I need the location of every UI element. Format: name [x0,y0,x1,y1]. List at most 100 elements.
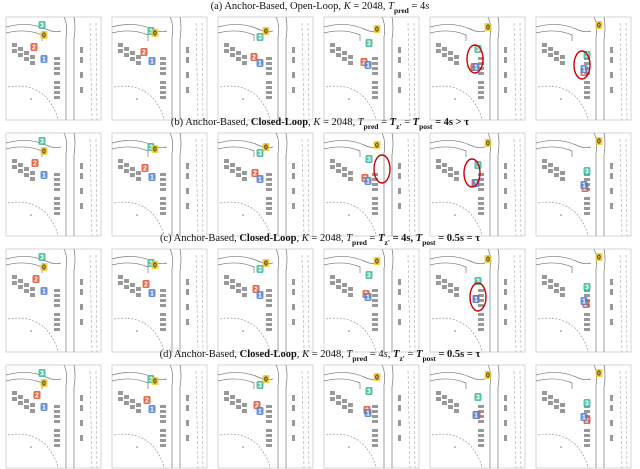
agent-box [30,43,38,51]
agent-box [40,55,48,63]
agent-label: 0 [153,378,157,385]
agent-box [151,29,159,37]
agent: 1 [256,59,264,67]
agent: 0 [595,369,603,377]
agent-label: 0 [597,254,601,261]
agent-box [364,293,372,301]
agent-box [256,265,264,273]
agent-box [474,393,482,401]
caption-segment: T [393,349,400,360]
agent-box [472,295,480,303]
agent: 0 [595,253,603,261]
agent: 1 [148,57,156,65]
agent-label: 1 [582,182,586,189]
caption-segment: T [413,117,420,128]
agent: 2 [252,285,260,293]
agent-label: 0 [264,376,268,383]
caption-segment: , [388,349,393,360]
agent-label: 0 [375,26,379,33]
caption-segment: (a) Anchor-Based, Open-Loop, [211,1,344,12]
agent-label: 0 [42,32,46,39]
agent-box [38,369,46,377]
agent: 1 [148,173,156,181]
agent-label: 1 [366,294,370,301]
agent: 1 [472,63,480,71]
caption-segment: post [422,354,436,363]
agent: 0 [40,147,48,155]
agent-label: 2 [362,59,366,66]
agent-label: 1 [258,408,262,415]
agent-label: 1 [150,58,154,65]
agent: 1 [40,55,48,63]
agent: 1 [40,171,48,179]
agent: 3 [365,271,373,279]
agent: 2 [142,280,150,288]
agent: 0 [373,373,381,381]
agent-label: 3 [367,40,371,47]
agent-box [143,396,151,404]
caption-segment: = [378,117,389,128]
caption-segment: Closed-Loop [240,349,297,360]
agent-label: 0 [153,262,157,269]
agent-label: 0 [597,138,601,145]
agent-label: 1 [258,292,262,299]
agent: 0 [484,255,492,263]
caption-segment: pred [352,238,368,247]
agent-box [256,381,264,389]
agent-label: 0 [486,140,490,147]
agent-box [472,179,480,187]
agent: 2 [250,53,258,61]
agent-label: 0 [42,380,46,387]
agent-label: 1 [258,60,262,67]
agent-box [580,181,588,189]
agent-label: 2 [252,54,256,61]
agent-box [595,369,603,377]
caption-segment: Closed-Loop [239,233,296,244]
agent-box [364,409,372,417]
agent-label: 1 [582,414,586,421]
agent: 1 [148,289,156,297]
agent: 0 [484,23,492,31]
agent-box [151,145,159,153]
agent: 2 [31,159,39,167]
agent-label: 1 [258,176,262,183]
agent-box [148,57,156,65]
map-background [323,248,420,353]
caption-segment: = 2048, [309,349,346,360]
agent-label: 2 [255,402,259,409]
caption-segment: z' [399,354,404,363]
caption-segment: post [422,238,436,247]
agent-label: 3 [367,156,371,163]
agent: 1 [256,407,264,415]
agent-label: 1 [150,406,154,413]
agent-label: 3 [367,272,371,279]
agent-box [256,291,264,299]
caption-segment: z' [396,122,401,131]
agent: 3 [583,167,591,175]
map-background [323,16,420,121]
agent-label: 2 [34,276,38,283]
agent: 0 [262,143,270,151]
agent-box [472,411,480,419]
agent-label: 2 [35,392,39,399]
agent-label: 2 [32,44,36,51]
agent: 0 [151,377,159,385]
agent-label: 3 [476,394,480,401]
caption: (d) Anchor-Based, Closed-Loop, K = 2048,… [160,349,481,363]
agent: 1 [580,297,588,305]
caption-segment: K [301,349,310,360]
caption-segment: K [312,117,321,128]
map-background [323,364,420,469]
caption-segment: T [347,349,354,360]
agent: 3 [38,253,46,261]
